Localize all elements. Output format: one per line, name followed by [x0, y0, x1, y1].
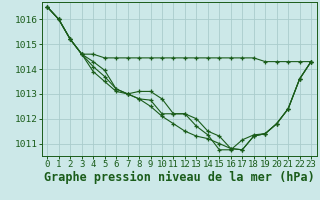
X-axis label: Graphe pression niveau de la mer (hPa): Graphe pression niveau de la mer (hPa): [44, 171, 315, 184]
